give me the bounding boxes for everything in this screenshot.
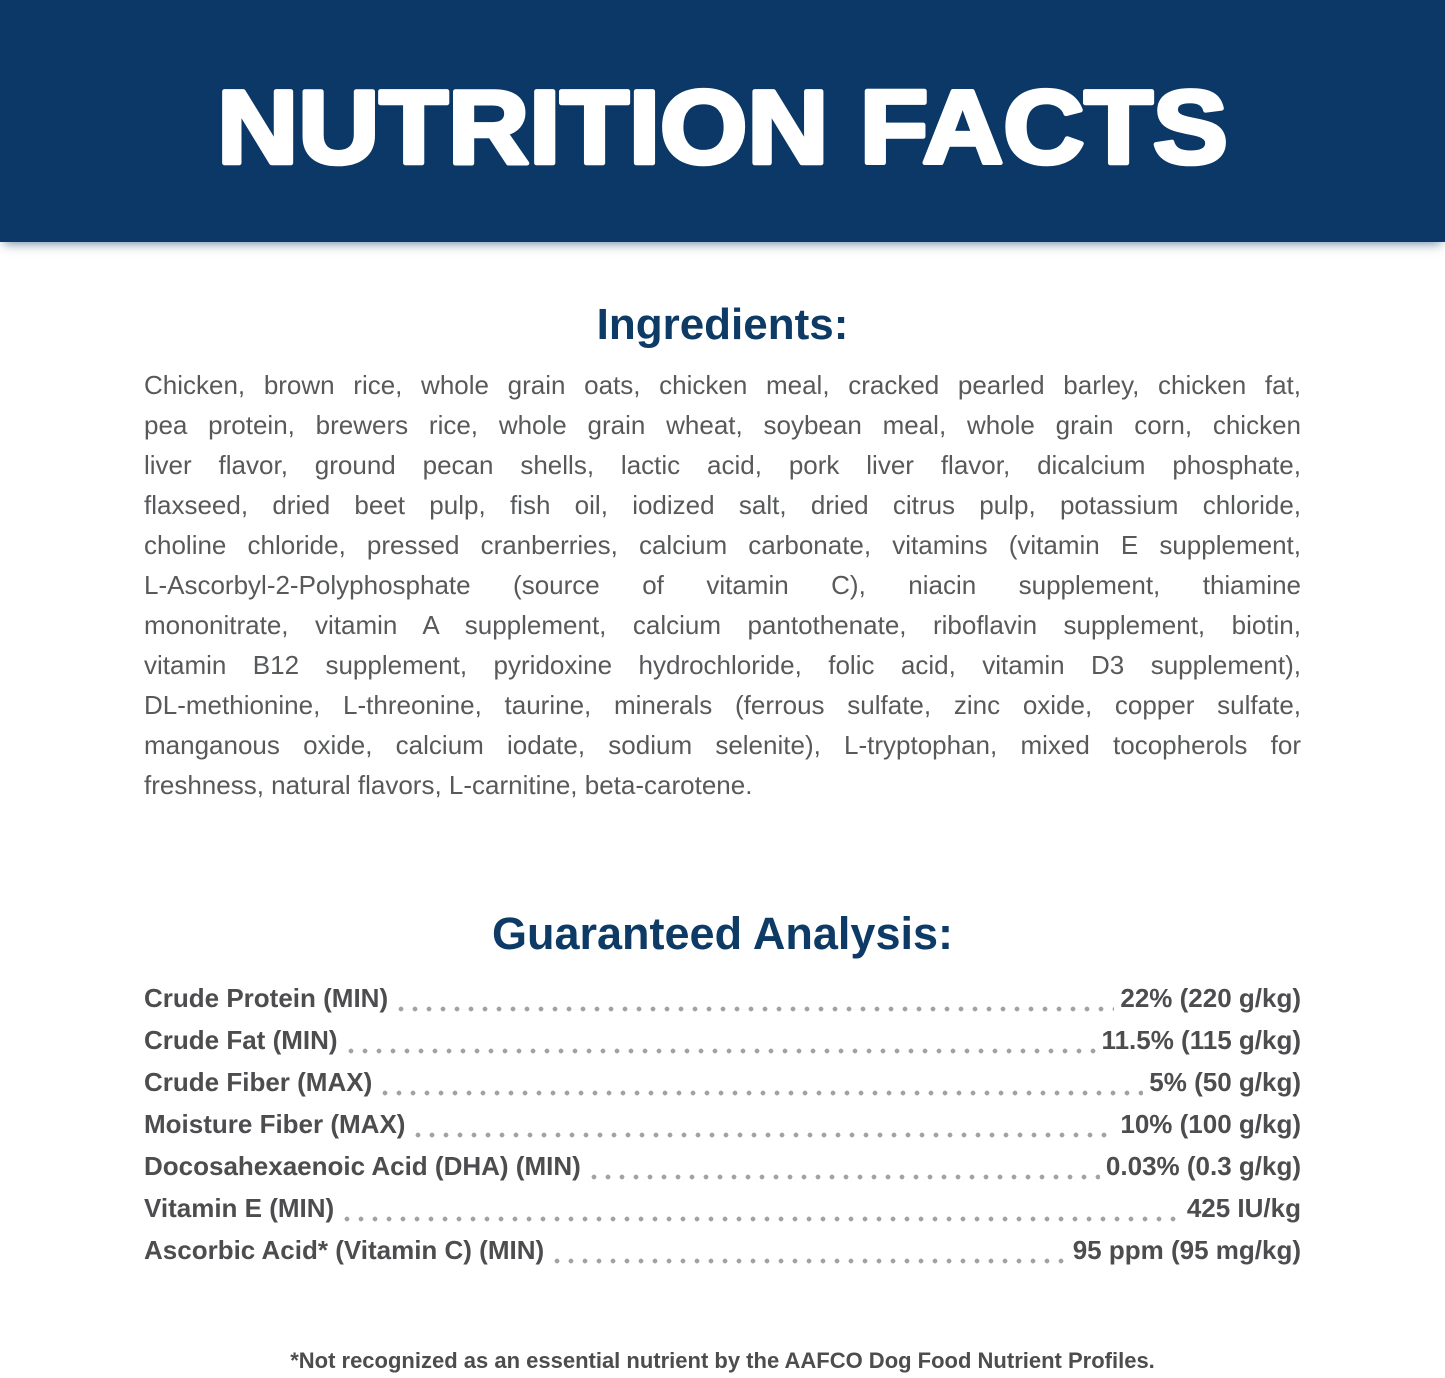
svg-text:NUTRITION FACTS: NUTRITION FACTS xyxy=(217,69,1228,185)
